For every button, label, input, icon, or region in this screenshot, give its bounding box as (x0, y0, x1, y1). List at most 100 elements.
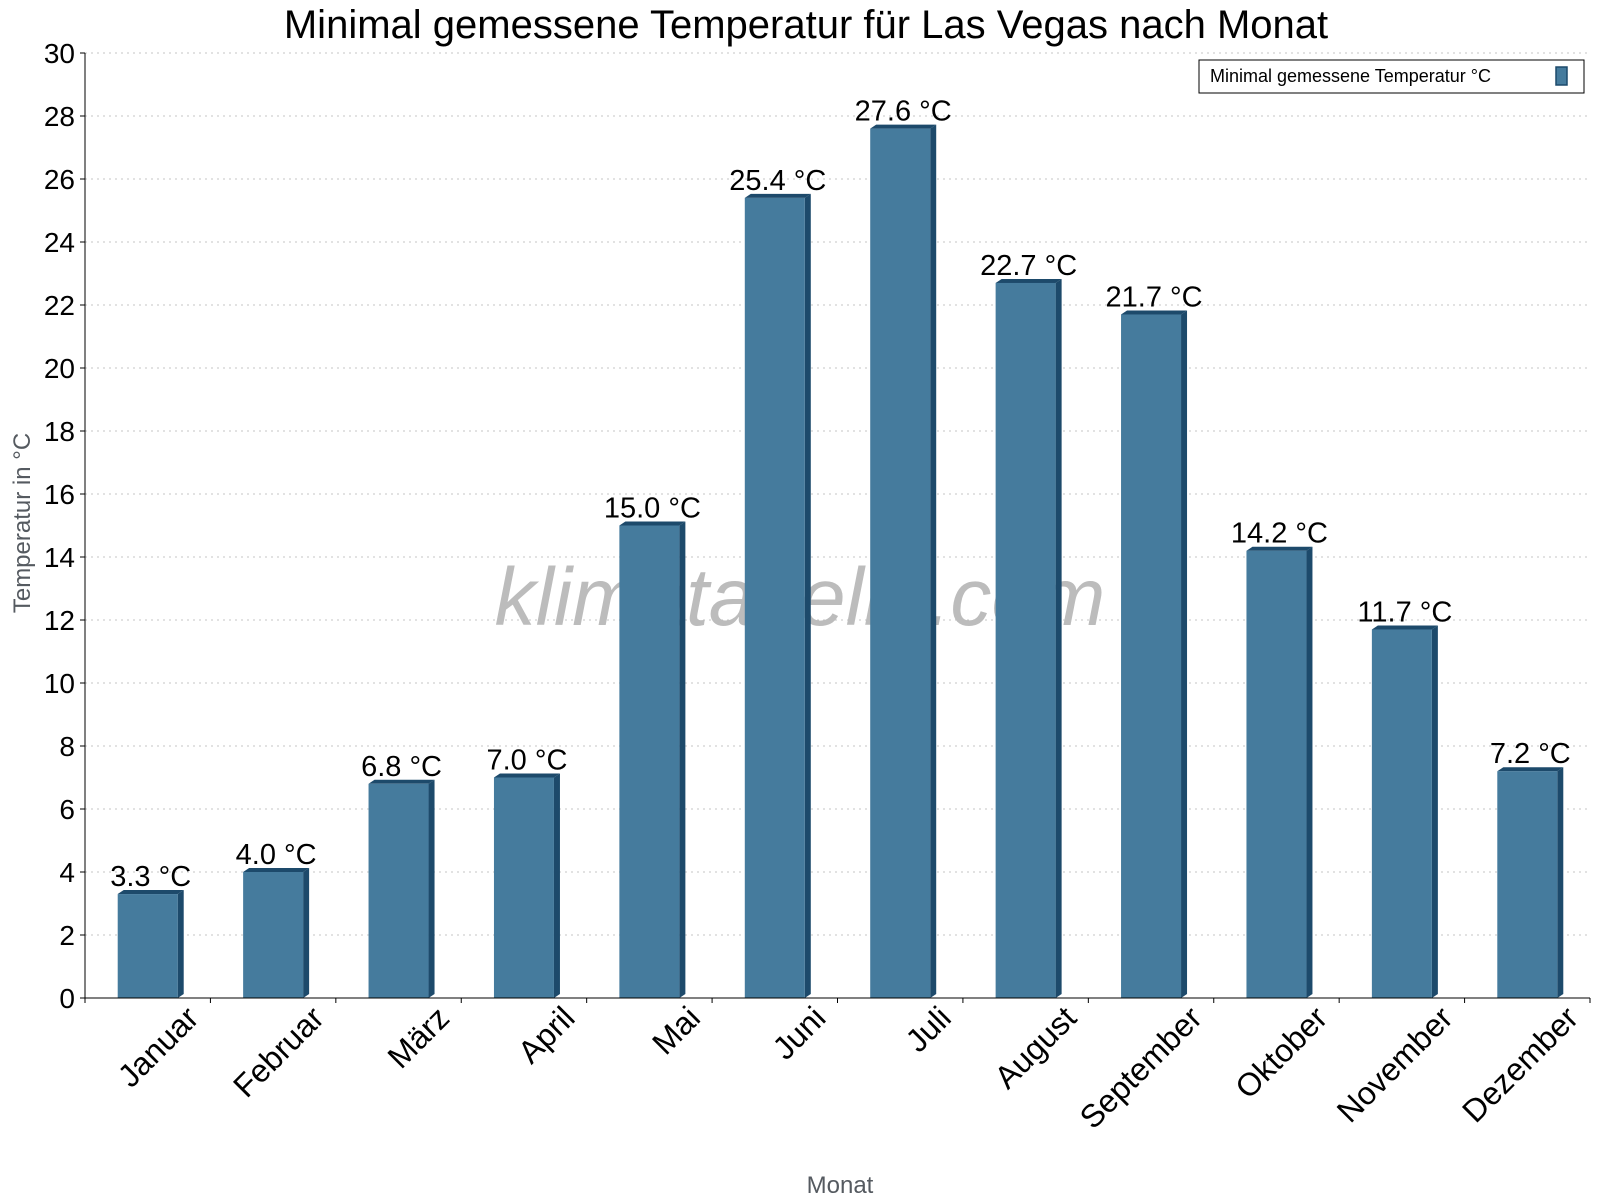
y-tick-label: 24 (44, 227, 75, 258)
bar-top (1497, 767, 1564, 772)
y-tick-label: 4 (59, 857, 75, 888)
data-label: 3.3 °C (110, 861, 191, 893)
data-label: 11.7 °C (1357, 596, 1452, 628)
bar-top (1121, 310, 1188, 315)
bar-top (117, 890, 184, 895)
y-tick-label: 26 (44, 164, 75, 195)
legend-swatch (1555, 66, 1568, 86)
y-tick-label: 28 (44, 101, 75, 132)
bar (243, 868, 310, 998)
y-tick-label: 20 (44, 353, 75, 384)
y-tick-label: 22 (44, 290, 75, 321)
x-tick-label: September (1073, 999, 1209, 1135)
bars (117, 124, 1564, 999)
bar-top (619, 521, 686, 526)
bar-side (428, 779, 435, 998)
bar (1246, 546, 1313, 998)
y-tick-label: 18 (44, 416, 75, 447)
bar-top (995, 278, 1062, 283)
bar (995, 278, 1062, 998)
data-label: 27.6 °C (855, 96, 952, 128)
bar (870, 124, 937, 999)
x-tick-label: April (511, 999, 582, 1070)
chart-title: Minimal gemessene Temperatur für Las Veg… (284, 3, 1328, 47)
bar (1497, 767, 1564, 998)
data-label: 15.0 °C (604, 493, 701, 525)
x-tick-label: Dezember (1455, 999, 1585, 1129)
bar (744, 193, 811, 998)
bar (1371, 625, 1438, 998)
x-tick-label: Mai (645, 999, 707, 1061)
bar-side (1055, 278, 1062, 998)
bar (117, 890, 184, 998)
y-tick-label: 10 (44, 668, 75, 699)
y-tick-label: 16 (44, 479, 75, 510)
x-tick-label: Juni (765, 999, 832, 1066)
bar-front (243, 872, 304, 998)
x-tick-label: Februar (226, 999, 331, 1104)
data-label: 6.8 °C (361, 751, 442, 783)
bar-front (493, 777, 554, 998)
bar-side (930, 124, 937, 999)
bar-top (870, 124, 937, 129)
bar-side (1431, 625, 1438, 998)
data-label: 14.2 °C (1231, 518, 1328, 550)
bar-top (493, 773, 560, 778)
bar (368, 779, 435, 998)
bar-front (368, 783, 429, 998)
bar-front (870, 128, 931, 999)
y-tick-label: 8 (59, 731, 75, 762)
bar-top (368, 779, 435, 784)
legend: Minimal gemessene Temperatur °C (1198, 59, 1585, 94)
x-tick-label: März (380, 999, 456, 1075)
y-tick-label: 2 (59, 920, 75, 951)
y-tick-label: 0 (59, 983, 75, 1014)
x-axis-ticks: Januar Februar März April Mai Juni Juli AugustS… (84, 998, 1591, 1136)
bar-front (1371, 629, 1432, 998)
data-label: 4.0 °C (236, 839, 317, 871)
x-tick-label: Januar (111, 999, 206, 1094)
bar-top (243, 868, 310, 872)
y-tick-label: 30 (44, 38, 75, 69)
bar-top (1246, 546, 1313, 551)
bar-front (1497, 771, 1558, 998)
bar-top (1371, 625, 1438, 630)
bar-side (1306, 546, 1313, 998)
legend-box (1198, 59, 1585, 94)
y-tick-label: 6 (59, 794, 75, 825)
data-labels: 3.3 °C 4.0 °C 6.8 °C 7.0 °C 15.0 °C 25.4 °C 27… (110, 96, 1571, 893)
bar-front (1246, 550, 1307, 998)
bar-front (995, 282, 1056, 998)
x-tick-label: Oktober (1228, 999, 1334, 1105)
y-tick-label: 14 (44, 542, 75, 573)
data-label: 22.7 °C (980, 250, 1077, 282)
bar-side (679, 521, 686, 998)
bar-side (1181, 310, 1188, 998)
data-label: 25.4 °C (729, 165, 826, 197)
x-tick-label: November (1330, 999, 1460, 1129)
data-label: 21.7 °C (1106, 281, 1203, 313)
bar-side (553, 773, 560, 998)
data-label: 7.2 °C (1490, 738, 1571, 770)
y-tick-label: 12 (44, 605, 75, 636)
x-axis-title: Monat (807, 1172, 874, 1199)
bar (619, 521, 686, 998)
bar-side (804, 193, 811, 998)
bar-front (744, 197, 805, 998)
legend-label: Minimal gemessene Temperatur °C (1210, 66, 1491, 86)
bar (1121, 310, 1188, 998)
x-tick-label: August (987, 999, 1083, 1095)
bar-front (1121, 314, 1182, 998)
y-axis-title: Temperatur in °C (9, 433, 36, 613)
data-label: 7.0 °C (486, 745, 567, 777)
bar-top (744, 193, 811, 198)
gridlines (85, 52, 1590, 936)
bar-side (303, 868, 310, 998)
bar (493, 773, 560, 998)
bar-front (619, 525, 680, 998)
x-tick-label: Juli (898, 999, 957, 1058)
bar-side (177, 890, 184, 998)
